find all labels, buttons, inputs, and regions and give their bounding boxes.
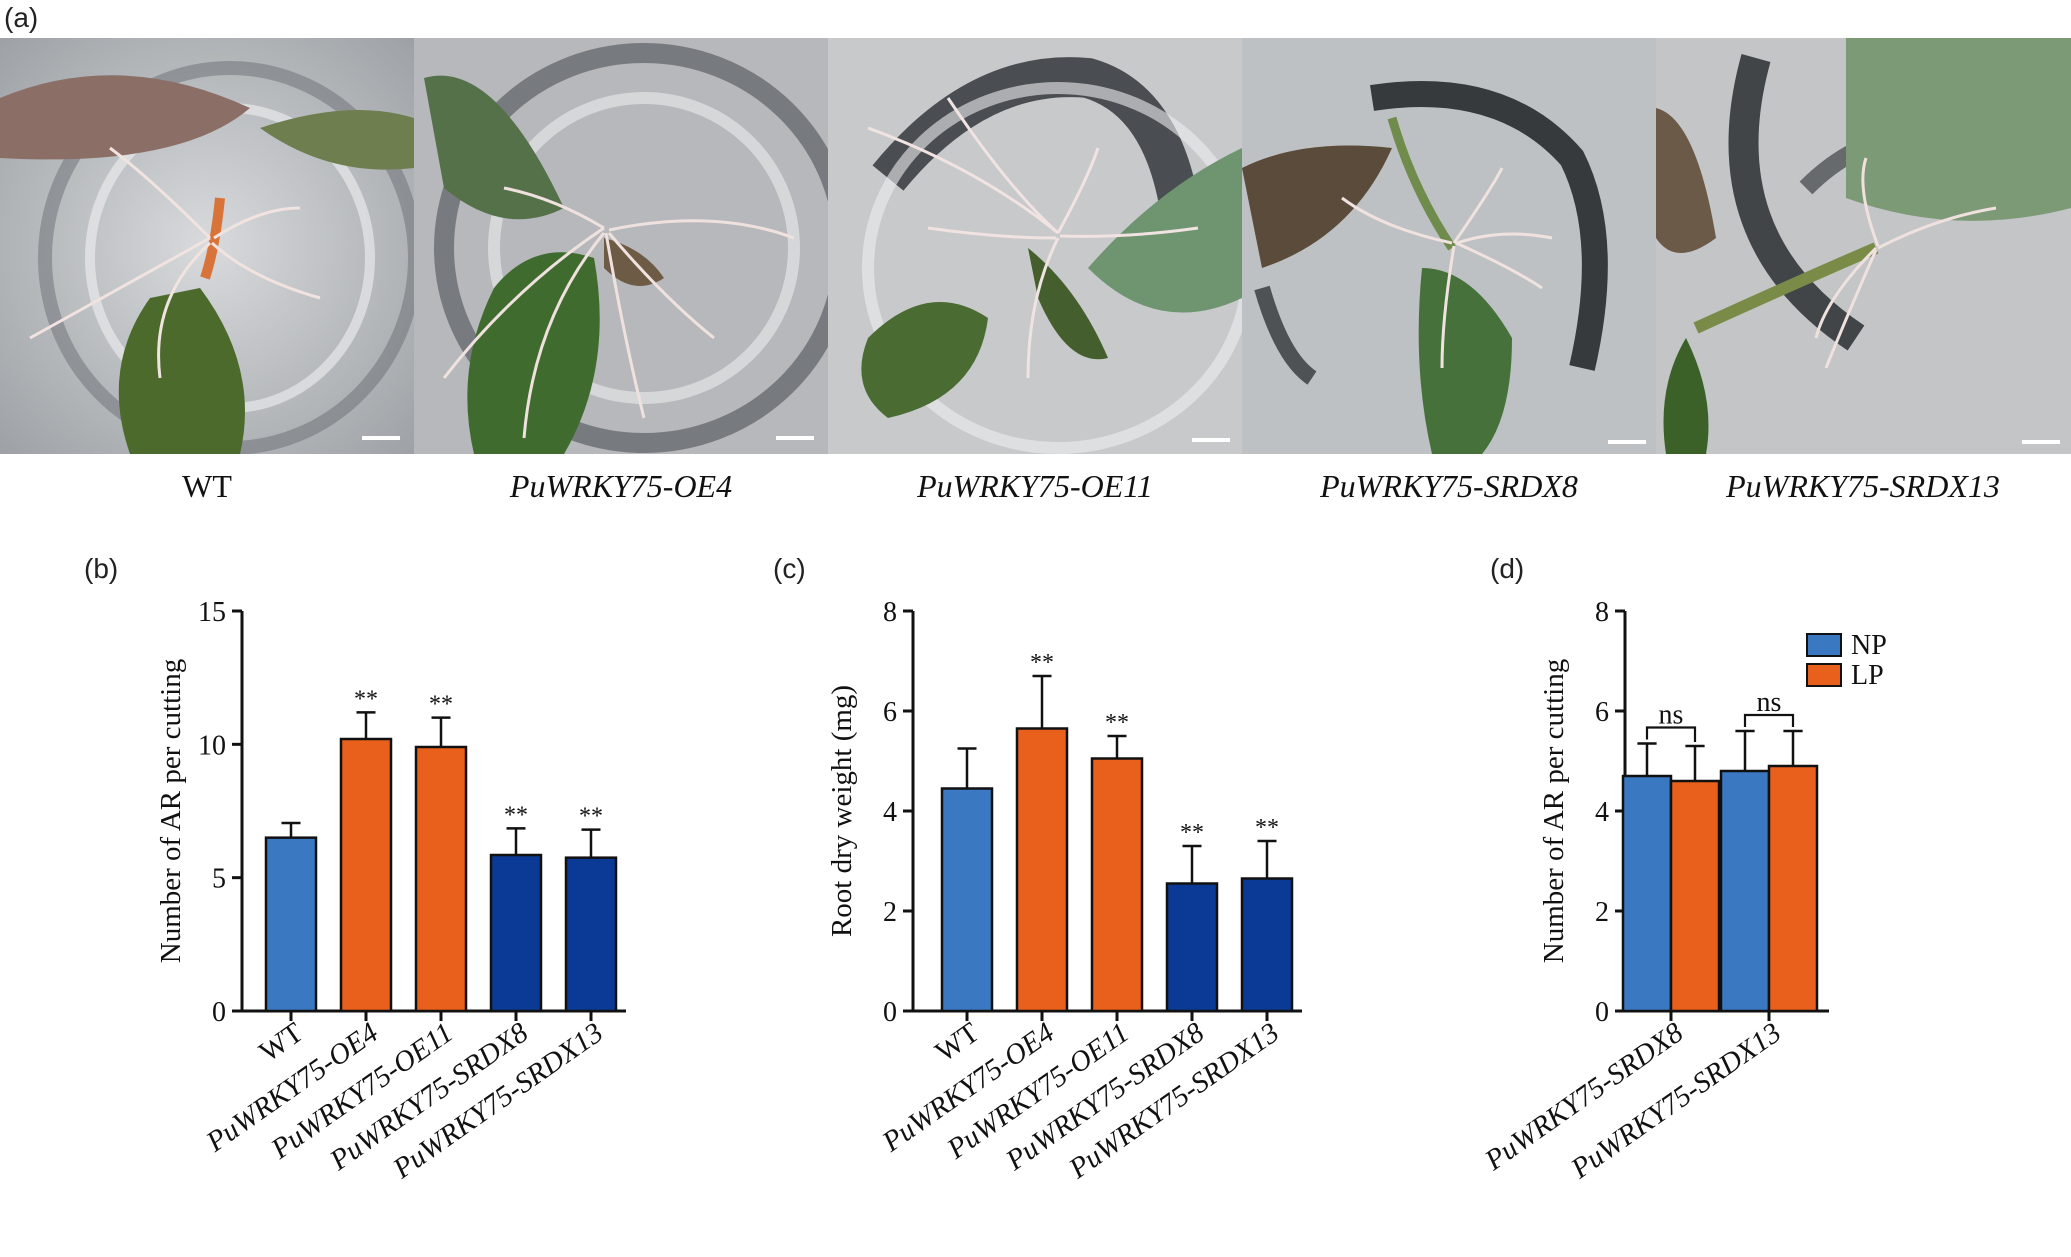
photo-strip [0,38,2071,454]
caption-srdx13: PuWRKY75-SRDX13 [1726,468,2000,504]
panel-c-label: (c) [773,553,806,584]
significance-bracket [1743,713,1795,727]
caption-srdx8: PuWRKY75-SRDX8 [1320,468,1578,504]
significance-label: ** [354,686,378,712]
legend-label: NP [1851,630,1887,661]
significance-label: ** [429,692,453,718]
bar [1090,757,1144,1013]
y-tick-label: 6 [1595,697,1609,728]
caption-oe11: PuWRKY75-OE11 [917,468,1153,504]
y-tick-label: 8 [883,597,897,628]
bar [489,853,543,1013]
photo-wt [0,38,414,454]
bar [1719,769,1771,1013]
photo-oe4 [414,38,828,454]
bar [1015,727,1069,1013]
y-tick-label: 2 [883,897,897,928]
y-tick-label: 10 [198,730,226,761]
y-tick-label: 0 [212,997,226,1028]
panel-a-label: (a) [4,2,39,33]
caption-oe4: PuWRKY75-OE4 [509,468,733,504]
bar [1669,779,1721,1013]
legend-swatch [1806,633,1842,657]
y-tick-label: 2 [1595,897,1609,928]
significance-label: ** [504,802,528,828]
caption-wt: WT [182,468,232,504]
significance-label: ** [579,804,603,830]
bar [264,836,318,1013]
significance-label: ** [1105,710,1129,736]
bar [940,787,994,1013]
y-tick-label: 0 [1595,997,1609,1028]
legend-label: LP [1851,660,1884,691]
y-tick-label: 8 [1595,597,1609,628]
bar [339,737,393,1013]
photo-srdx13 [1656,38,2071,454]
bar [564,856,618,1013]
bar [1621,774,1673,1013]
y-axis-title: Root dry weight (mg) [826,685,858,937]
significance-label: ns [1757,687,1782,718]
significance-bracket [1645,726,1697,742]
significance-label: ** [1030,650,1054,676]
y-tick-label: 5 [212,864,226,895]
y-tick-label: 0 [883,997,897,1028]
y-axis-title: Number of AR per cutting [155,659,187,963]
photo-oe11 [828,38,1242,454]
y-tick-label: 4 [883,797,897,828]
y-tick-label: 4 [1595,797,1609,828]
legend-swatch [1806,663,1842,687]
y-tick-label: 15 [198,597,226,628]
panel-b-label: (b) [84,553,119,584]
bar [1165,882,1219,1013]
y-axis-title: Number of AR per cutting [1538,659,1570,963]
bar [1240,877,1294,1013]
significance-label: ns [1659,700,1684,731]
y-tick-label: 6 [883,697,897,728]
bar [414,745,468,1013]
photo-srdx8 [1242,38,1656,454]
significance-label: ** [1180,820,1204,846]
significance-label: ** [1255,815,1279,841]
bar [1767,764,1819,1013]
panel-d-label: (d) [1490,553,1525,584]
